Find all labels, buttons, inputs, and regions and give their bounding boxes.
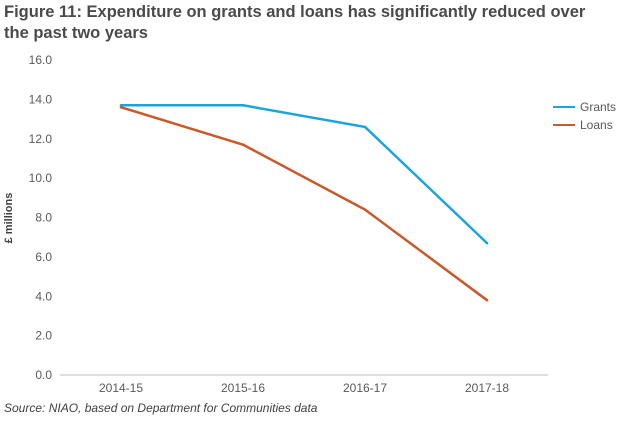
data-point-loans: [119, 106, 123, 109]
series-line-loans: [119, 106, 489, 302]
data-point-grants: [241, 104, 245, 107]
series-line-grants: [119, 104, 489, 245]
data-point-grants: [363, 125, 367, 129]
source-note: Source: NIAO, based on Department for Co…: [4, 401, 318, 415]
series-lines: [119, 104, 489, 302]
x-tick-label: 2016-17: [343, 381, 387, 395]
x-tick-label: 2014-15: [99, 381, 143, 395]
data-point-loans: [485, 298, 489, 302]
y-tick-label: 16.0: [29, 53, 53, 67]
y-tick-label: 10.0: [29, 171, 53, 185]
data-point-grants: [119, 104, 123, 107]
y-axis-label: £ millions: [3, 193, 15, 244]
legend-label-grants: Grants: [580, 100, 616, 114]
data-point-grants: [485, 241, 489, 245]
chart-title: Figure 11: Expenditure on grants and loa…: [4, 3, 586, 42]
data-point-loans: [241, 143, 245, 146]
y-tick-label: 4.0: [35, 289, 52, 303]
data-point-loans: [363, 208, 367, 211]
x-tick-label: 2015-16: [221, 381, 265, 395]
axes: 0.0 2.0 4.0 6.0 8.0 10.0 12.0 14.0 16.0 2014-15 20…: [29, 53, 548, 395]
x-tick-label: 2017-18: [465, 381, 509, 395]
y-tick-label: 6.0: [35, 250, 52, 264]
legend: Grants Loans: [553, 100, 616, 132]
y-tick-label: 12.0: [29, 132, 53, 146]
legend-label-loans: Loans: [580, 118, 613, 132]
y-tick-label: 8.0: [35, 211, 52, 225]
y-tick-label: 2.0: [35, 329, 52, 343]
y-tick-label: 14.0: [29, 92, 53, 106]
y-tick-label: 0.0: [35, 368, 52, 382]
